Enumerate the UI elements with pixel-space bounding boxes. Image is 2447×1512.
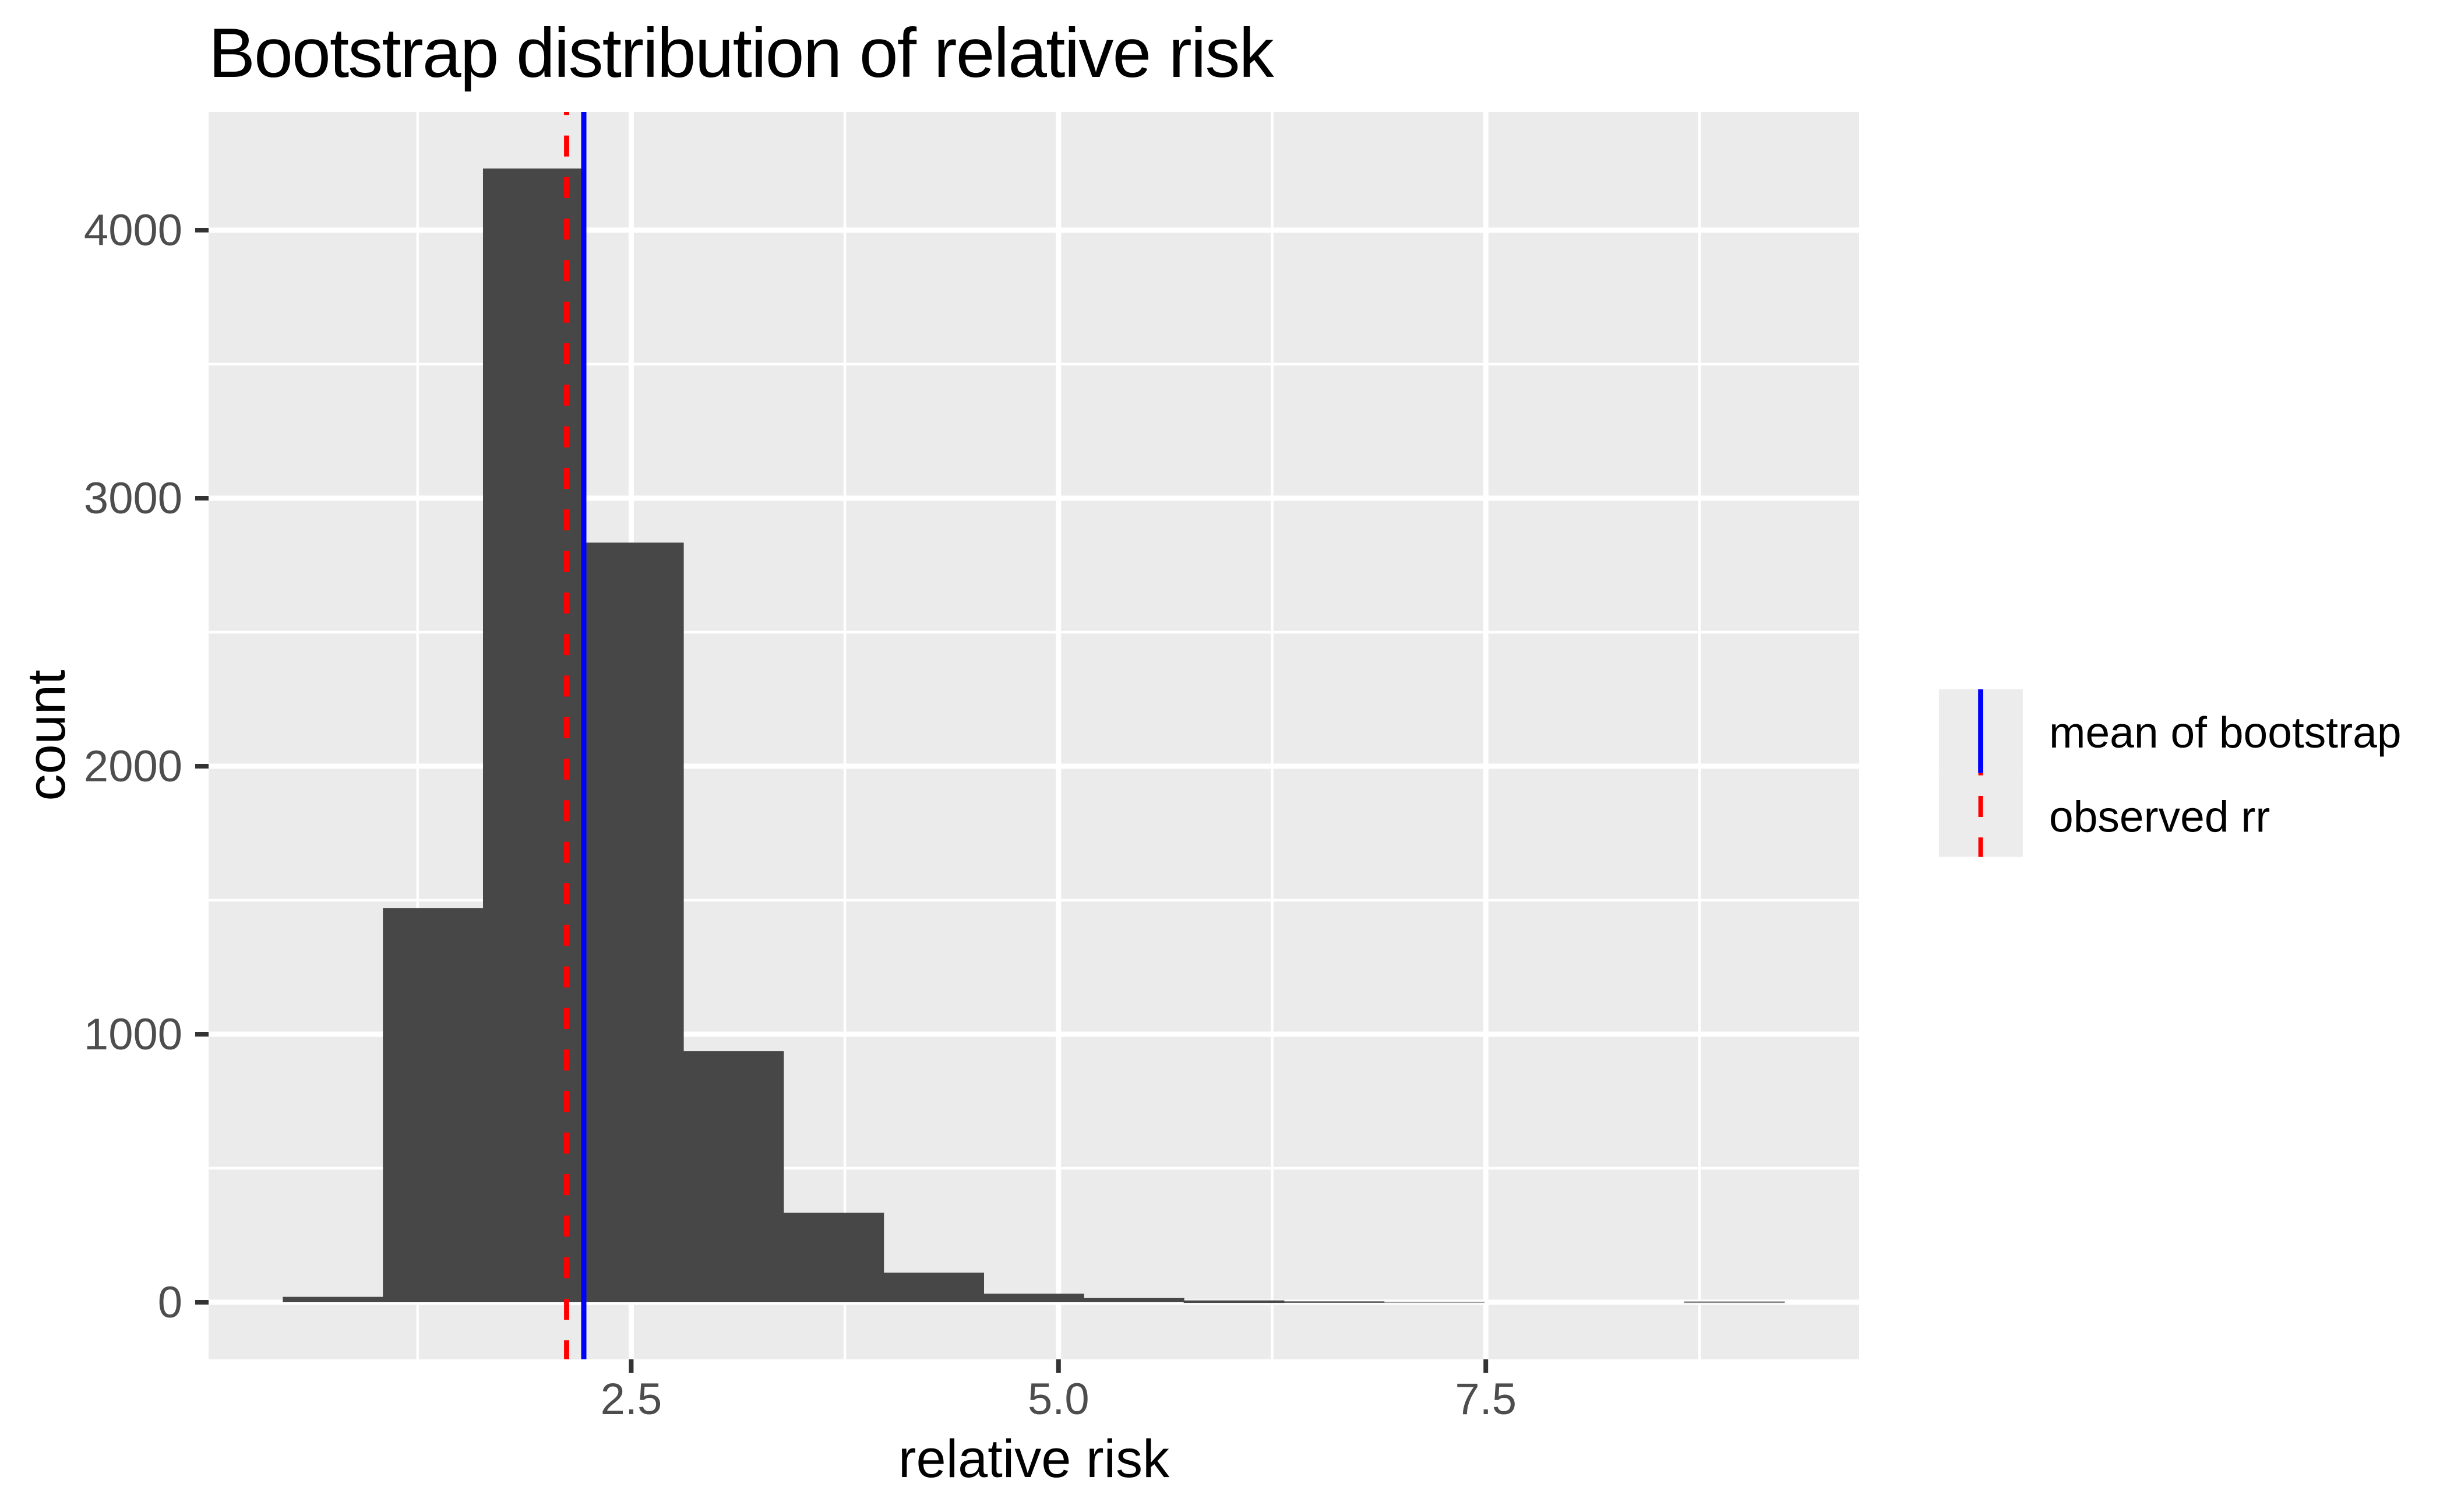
svg-text:0: 0	[158, 1278, 182, 1327]
svg-text:observed rr: observed rr	[2049, 792, 2270, 841]
svg-text:Bootstrap distribution of rela: Bootstrap distribution of relative risk	[209, 14, 1275, 92]
svg-text:relative risk: relative risk	[898, 1429, 1170, 1489]
svg-text:count: count	[17, 669, 76, 801]
svg-text:5.0: 5.0	[1028, 1374, 1089, 1424]
svg-text:2.5: 2.5	[601, 1374, 662, 1424]
svg-text:3000: 3000	[84, 474, 182, 523]
svg-text:mean of bootstrap: mean of bootstrap	[2049, 708, 2402, 757]
svg-text:1000: 1000	[84, 1010, 182, 1059]
svg-text:2000: 2000	[84, 742, 182, 791]
svg-text:7.5: 7.5	[1455, 1374, 1517, 1424]
svg-text:4000: 4000	[84, 206, 182, 255]
